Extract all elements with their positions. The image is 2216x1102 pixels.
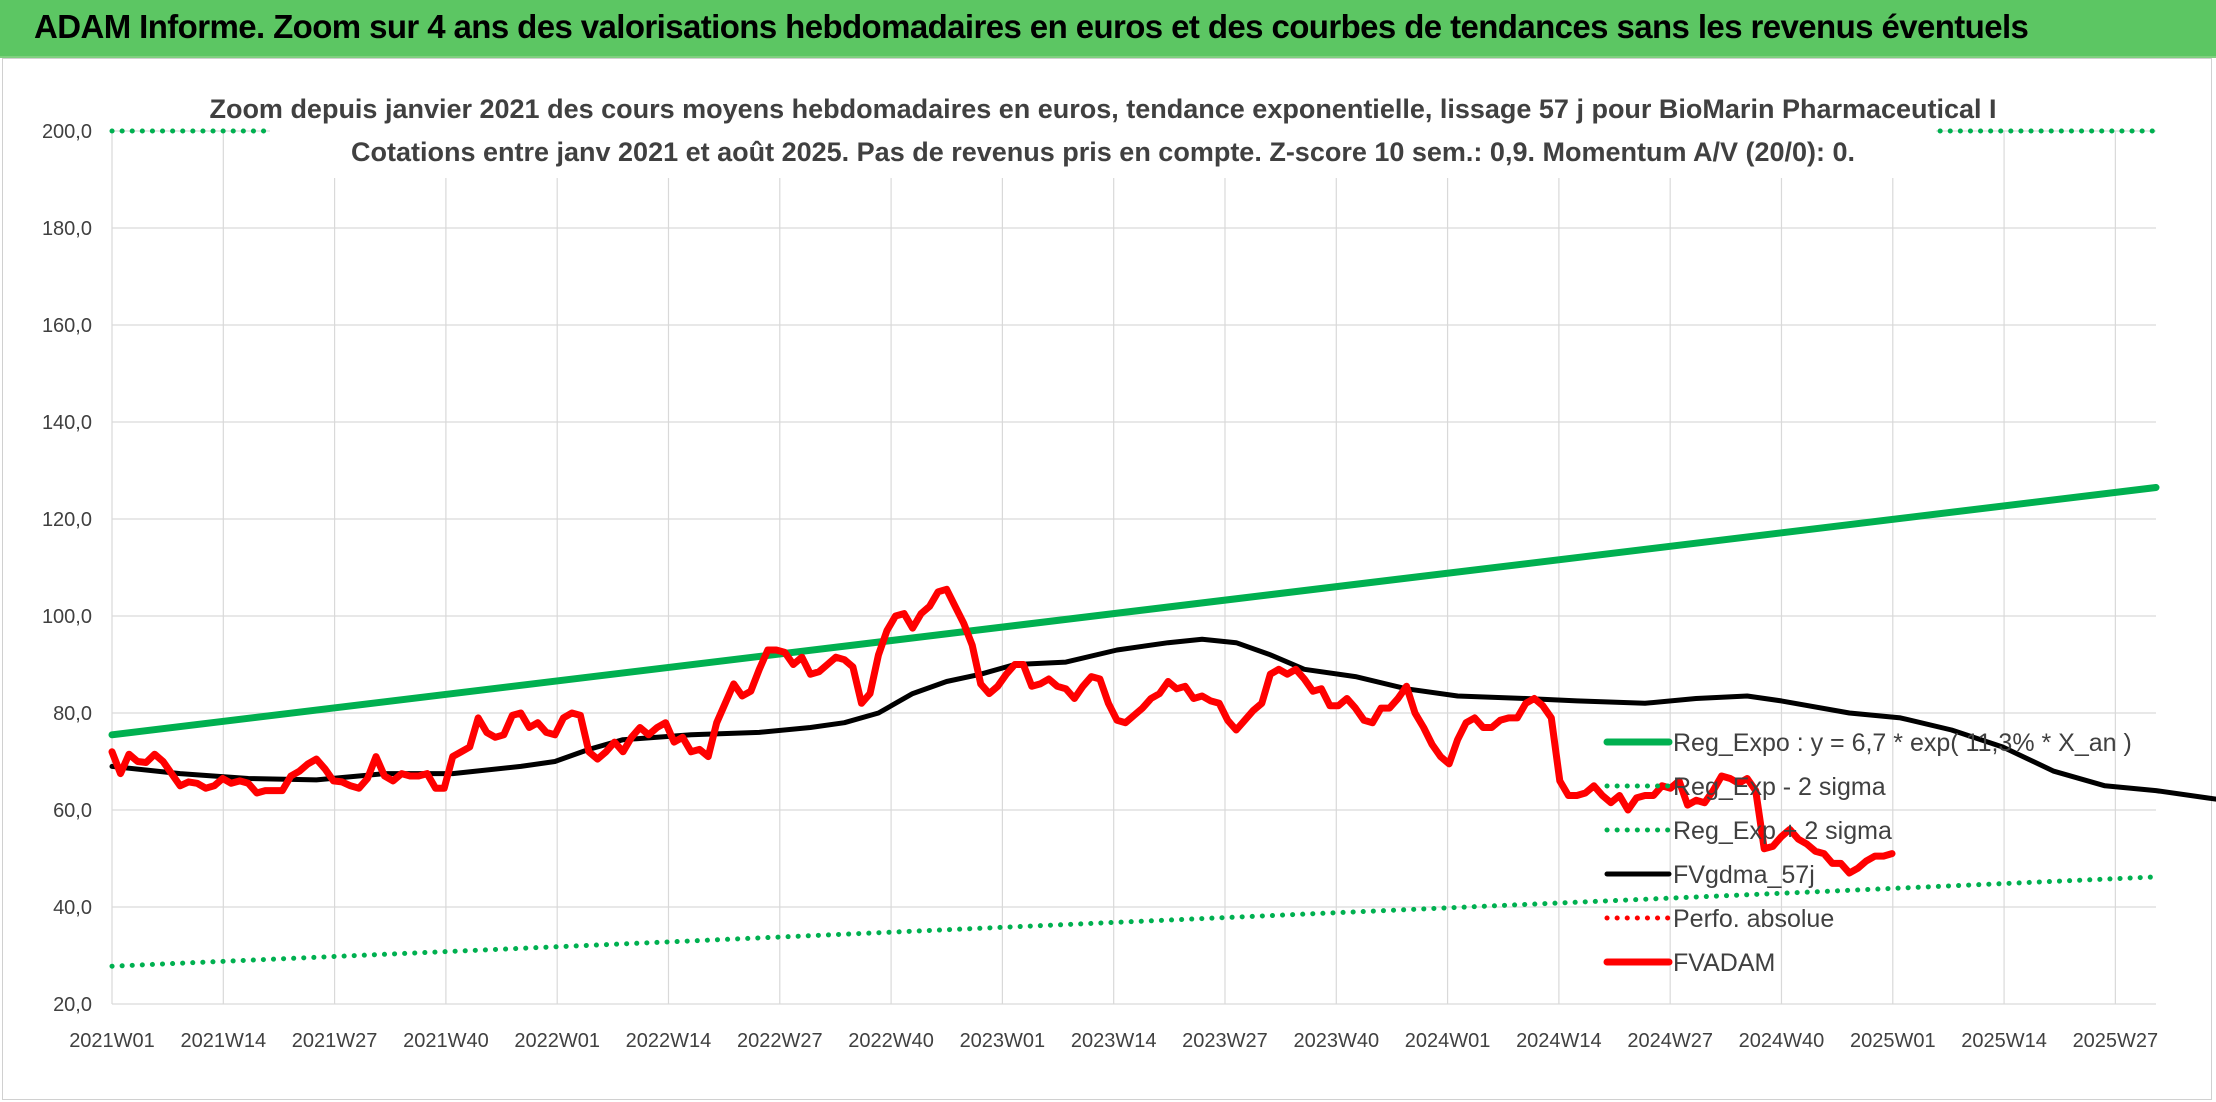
- legend-label: Reg_Exp - 2 sigma: [1673, 773, 1886, 801]
- y-tick-label: 60,0: [53, 800, 92, 822]
- y-tick-label: 140,0: [42, 412, 92, 434]
- report-banner: ADAM Informe. Zoom sur 4 ans des valoris…: [0, 0, 2216, 58]
- series-line-1: [109, 874, 2159, 969]
- chart-title-background: [270, 80, 1936, 178]
- series-line-5: [108, 585, 1896, 877]
- y-tick-label: 200,0: [42, 121, 92, 143]
- x-tick-label: 2022W40: [848, 1030, 934, 1052]
- chart-title-line-2: Cotations entre janv 2021 et août 2025. …: [351, 137, 1855, 167]
- legend-label: FVADAM: [1673, 949, 1775, 977]
- y-tick-label: 160,0: [42, 315, 92, 337]
- y-tick-label: 40,0: [53, 897, 92, 919]
- x-tick-label: 2021W01: [69, 1030, 155, 1052]
- x-tick-label: 2023W40: [1293, 1030, 1379, 1052]
- x-tick-label: 2022W27: [737, 1030, 823, 1052]
- x-tick-label: 2022W14: [626, 1030, 712, 1052]
- x-tick-label: 2025W01: [1850, 1030, 1936, 1052]
- y-tick-label: 80,0: [53, 703, 92, 725]
- x-tick-label: 2024W27: [1627, 1030, 1713, 1052]
- series-line-0: [108, 484, 2160, 739]
- x-tick-label: 2023W27: [1182, 1030, 1268, 1052]
- x-tick-label: 2024W01: [1405, 1030, 1491, 1052]
- y-tick-label: 100,0: [42, 606, 92, 628]
- x-tick-label: 2025W14: [1961, 1030, 2047, 1052]
- chart-legend: Reg_Expo : y = 6,7 * exp( 11,3% * X_an )…: [1603, 729, 2132, 977]
- x-tick-label: 2025W27: [2073, 1030, 2159, 1052]
- legend-label: Perfo. absolue: [1673, 905, 1834, 933]
- x-tick-label: 2022W01: [514, 1030, 600, 1052]
- x-tick-label: 2021W40: [403, 1030, 489, 1052]
- y-tick-label: 120,0: [42, 509, 92, 531]
- series-lines: [108, 128, 2216, 969]
- legend-label: Reg_Expo : y = 6,7 * exp( 11,3% * X_an ): [1673, 729, 2132, 757]
- x-axis-tick-labels: 2021W01 2021W14 2021W27 2021W40 2022W01 2022W…: [69, 1030, 2158, 1052]
- chart-title-line-1: Zoom depuis janvier 2021 des cours moyen…: [209, 94, 1996, 124]
- x-tick-label: 2023W14: [1071, 1030, 1157, 1052]
- chart-frame: [2, 58, 2212, 1100]
- legend-label: Reg_Exp + 2 sigma: [1673, 817, 1892, 845]
- x-tick-label: 2023W01: [960, 1030, 1046, 1052]
- x-tick-label: 2024W14: [1516, 1030, 1602, 1052]
- x-tick-label: 2021W14: [180, 1030, 266, 1052]
- y-tick-label: 20,0: [53, 994, 92, 1016]
- report-title: ADAM Informe. Zoom sur 4 ans des valoris…: [34, 8, 2029, 45]
- y-axis-tick-labels: 20,0 40,0 60,0 80,0 100,0 120,0 140,0 160,0 180,…: [42, 121, 92, 1016]
- y-tick-label: 180,0: [42, 218, 92, 240]
- legend-label: FVgdma_57j: [1673, 861, 1815, 889]
- x-tick-label: 2021W27: [292, 1030, 378, 1052]
- x-tick-label: 2024W40: [1739, 1030, 1825, 1052]
